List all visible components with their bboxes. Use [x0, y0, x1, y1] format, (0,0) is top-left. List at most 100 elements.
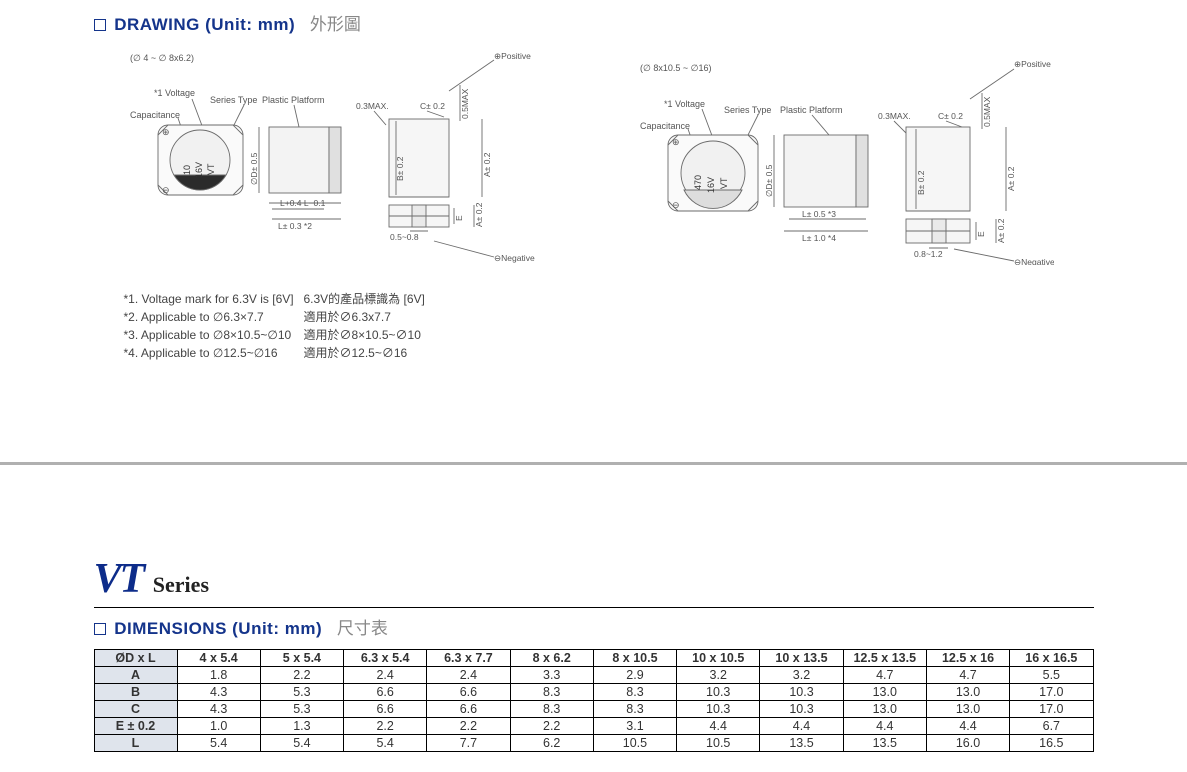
- svg-text:A± 0.2: A± 0.2: [482, 152, 492, 177]
- table-col-header: 4 x 5.4: [177, 650, 260, 667]
- svg-text:16V: 16V: [194, 162, 204, 178]
- table-row: E ± 0.21.01.32.22.22.23.14.44.44.44.46.7: [94, 718, 1093, 735]
- svg-text:L± 0.3 *2: L± 0.3 *2: [278, 221, 312, 231]
- table-cell: 6.6: [344, 701, 427, 718]
- svg-text:⊖: ⊖: [672, 200, 680, 210]
- svg-text:⊕Positive: ⊕Positive: [1014, 59, 1051, 69]
- table-cell: 5.3: [260, 684, 343, 701]
- footnote-en: *3. Applicable to ∅8×10.5~∅10: [124, 326, 304, 344]
- footnote-row: *3. Applicable to ∅8×10.5~∅10適用於∅8×10.5~…: [124, 326, 1094, 344]
- footnote-en: *4. Applicable to ∅12.5~∅16: [124, 344, 304, 362]
- svg-text:(∅ 8x10.5 ~ ∅16): (∅ 8x10.5 ~ ∅16): [640, 63, 711, 73]
- table-cell: 2.4: [344, 667, 427, 684]
- svg-text:C± 0.2: C± 0.2: [420, 101, 445, 111]
- svg-text:E: E: [454, 215, 464, 221]
- svg-text:⊕: ⊕: [672, 137, 680, 147]
- table-cell: 3.2: [677, 667, 760, 684]
- footnote-en: *1. Voltage mark for 6.3V is [6V]: [124, 290, 304, 308]
- bullet-box-icon: [94, 19, 106, 31]
- page-divider: [0, 462, 1187, 465]
- svg-text:A± 0.2: A± 0.2: [1006, 166, 1016, 191]
- table-cell: 4.4: [926, 718, 1009, 735]
- footnote-zh: 6.3V的產品標識為 [6V]: [304, 290, 504, 308]
- table-cell: 1.3: [260, 718, 343, 735]
- table-cell: 2.9: [593, 667, 676, 684]
- section-drawing-title: DRAWING (Unit: mm) 外形圖: [94, 10, 1094, 35]
- series-heading: VT Series: [94, 555, 1094, 603]
- table-cell: 13.0: [843, 684, 926, 701]
- table-cell: 2.2: [510, 718, 593, 735]
- table-col-header: 8 x 6.2: [510, 650, 593, 667]
- table-cell: 6.6: [344, 684, 427, 701]
- drawing-title-zh: 外形圖: [310, 15, 361, 34]
- svg-text:Series Type: Series Type: [210, 95, 257, 105]
- table-cell: 6.6: [427, 684, 510, 701]
- svg-text:⊕: ⊕: [162, 127, 170, 137]
- svg-text:*1 Voltage: *1 Voltage: [664, 99, 705, 109]
- table-col-header: 10 x 10.5: [677, 650, 760, 667]
- svg-text:0.5MAX: 0.5MAX: [982, 96, 992, 127]
- svg-text:10: 10: [182, 165, 192, 175]
- svg-text:C± 0.2: C± 0.2: [938, 111, 963, 121]
- footnote-row: *4. Applicable to ∅12.5~∅16適用於∅12.5~∅16: [124, 344, 1094, 362]
- table-cell: 10.5: [677, 735, 760, 752]
- table-row: A1.82.22.42.43.32.93.23.24.74.75.5: [94, 667, 1093, 684]
- table-row: L5.45.45.47.76.210.510.513.513.516.016.5: [94, 735, 1093, 752]
- table-cell: 2.2: [427, 718, 510, 735]
- table-row-header: E ± 0.2: [94, 718, 177, 735]
- table-col-header: 5 x 5.4: [260, 650, 343, 667]
- table-cell: 5.4: [344, 735, 427, 752]
- table-cell: 10.3: [760, 684, 843, 701]
- table-col-header: 6.3 x 5.4: [344, 650, 427, 667]
- footnote-zh: 適用於∅6.3x7.7: [304, 308, 504, 326]
- svg-text:Plastic Platform: Plastic Platform: [780, 105, 843, 115]
- svg-text:L± 0.5 *3: L± 0.5 *3: [802, 209, 836, 219]
- horizontal-rule: [94, 607, 1094, 608]
- table-cell: 13.5: [843, 735, 926, 752]
- svg-text:Capacitance: Capacitance: [640, 121, 690, 131]
- svg-text:⊕Positive: ⊕Positive: [494, 51, 531, 61]
- svg-text:*1 Voltage: *1 Voltage: [154, 88, 195, 98]
- table-cell: 8.3: [510, 701, 593, 718]
- drawing-large-sizes: (∅ 8x10.5 ~ ∅16) *1 Voltage Capacitance …: [634, 45, 1054, 265]
- table-corner: ØD x L: [94, 650, 177, 667]
- table-cell: 13.0: [843, 701, 926, 718]
- svg-text:0.5~0.8: 0.5~0.8: [390, 232, 419, 242]
- dimensions-table: ØD x L4 x 5.45 x 5.46.3 x 5.46.3 x 7.78 …: [94, 649, 1094, 752]
- table-cell: 17.0: [1010, 701, 1093, 718]
- svg-text:0.3MAX.: 0.3MAX.: [878, 111, 911, 121]
- table-cell: 13.0: [926, 684, 1009, 701]
- table-cell: 13.0: [926, 701, 1009, 718]
- table-col-header: 8 x 10.5: [593, 650, 676, 667]
- table-cell: 13.5: [760, 735, 843, 752]
- table-cell: 16.5: [1010, 735, 1093, 752]
- table-cell: 2.4: [427, 667, 510, 684]
- svg-text:VT: VT: [719, 177, 729, 189]
- table-cell: 3.1: [593, 718, 676, 735]
- table-cell: 4.3: [177, 684, 260, 701]
- bullet-box-icon: [94, 623, 106, 635]
- svg-text:⊖Negative: ⊖Negative: [1014, 257, 1054, 265]
- svg-text:⊖Negative: ⊖Negative: [494, 253, 535, 263]
- table-cell: 5.5: [1010, 667, 1093, 684]
- svg-text:470: 470: [693, 175, 703, 190]
- table-cell: 5.3: [260, 701, 343, 718]
- svg-text:A± 0.2: A± 0.2: [474, 202, 484, 227]
- footnote-row: *1. Voltage mark for 6.3V is [6V]6.3V的產品…: [124, 290, 1094, 308]
- svg-text:A± 0.2: A± 0.2: [996, 218, 1006, 243]
- table-row-header: B: [94, 684, 177, 701]
- table-cell: 4.3: [177, 701, 260, 718]
- table-cell: 4.7: [926, 667, 1009, 684]
- svg-text:VT: VT: [206, 163, 216, 175]
- table-cell: 6.7: [1010, 718, 1093, 735]
- footnote-zh: 適用於∅8×10.5~∅10: [304, 326, 504, 344]
- table-cell: 7.7: [427, 735, 510, 752]
- table-cell: 8.3: [510, 684, 593, 701]
- drawing-small-sizes: (∅ 4 ~ ∅ 8x6.2) *1 Voltage Capacitance S…: [124, 45, 544, 265]
- svg-text:∅D± 0.5: ∅D± 0.5: [249, 152, 259, 185]
- table-col-header: 12.5 x 13.5: [843, 650, 926, 667]
- table-col-header: 16 x 16.5: [1010, 650, 1093, 667]
- dimensions-title-zh: 尺寸表: [337, 619, 388, 638]
- table-cell: 3.2: [760, 667, 843, 684]
- table-cell: 4.4: [677, 718, 760, 735]
